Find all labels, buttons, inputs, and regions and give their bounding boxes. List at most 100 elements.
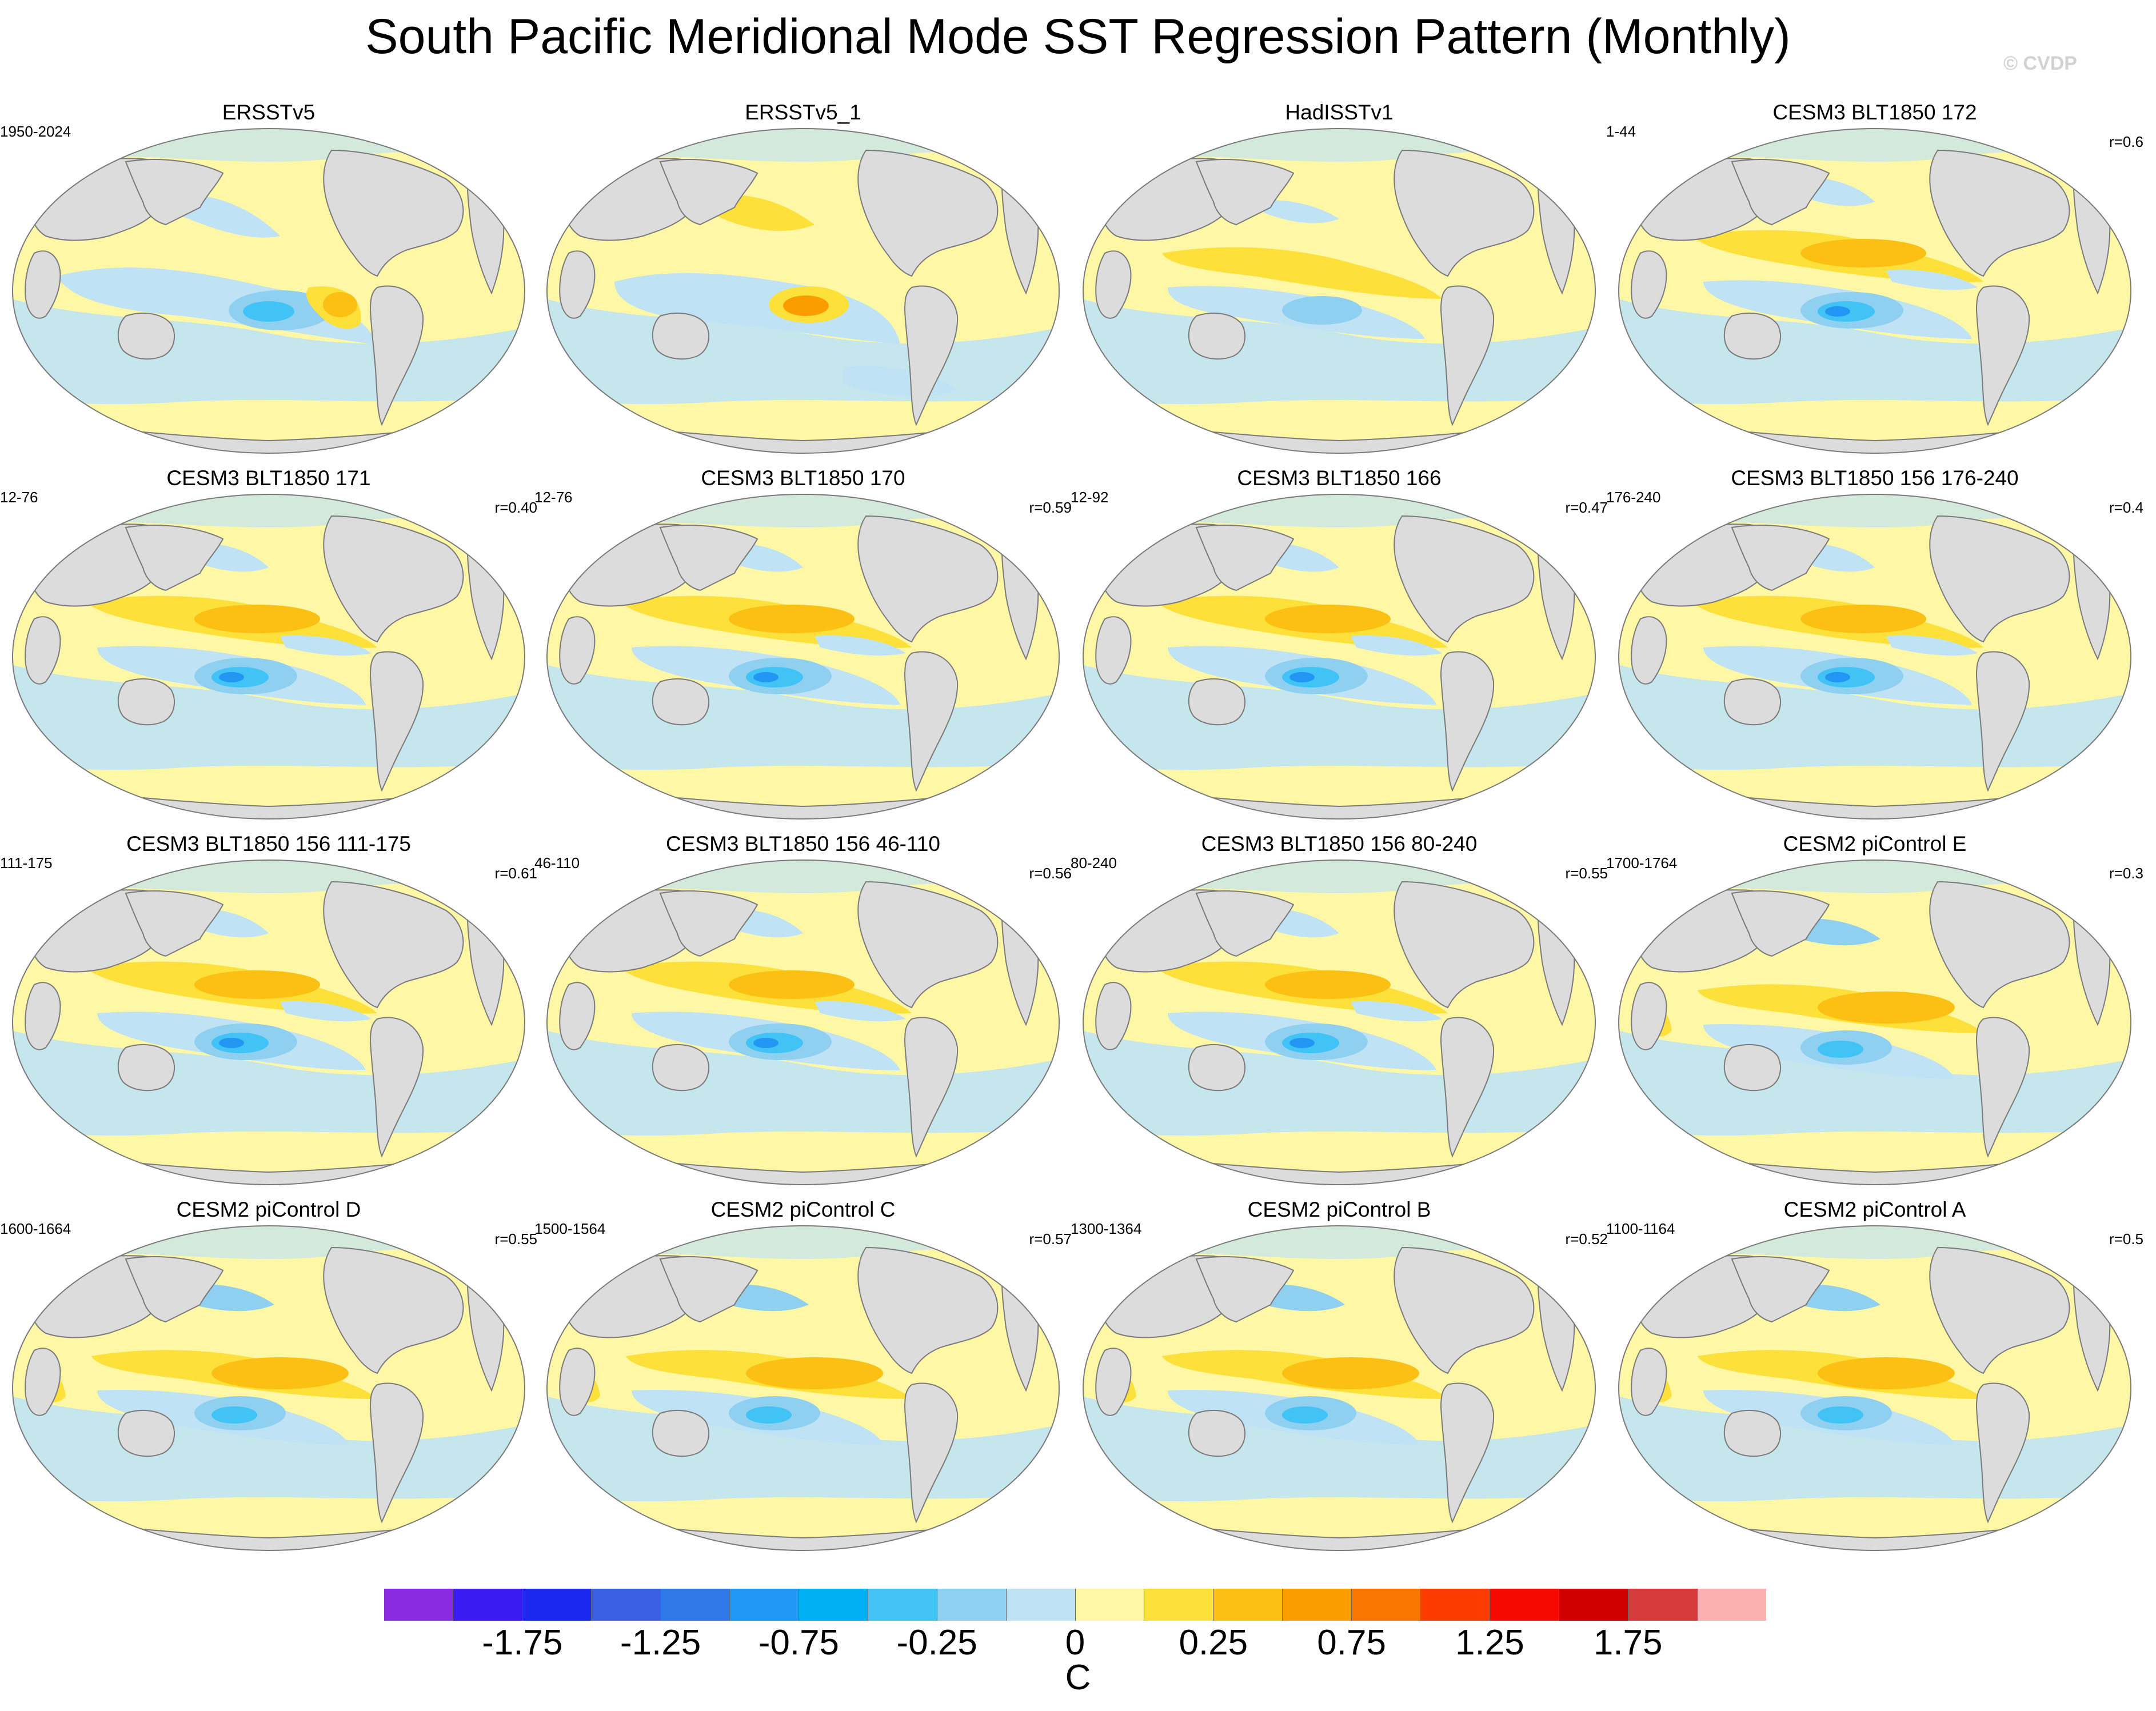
australia <box>1188 313 1245 360</box>
eurasia-east <box>659 1256 758 1323</box>
panel-period-label: 12-76 <box>0 489 38 506</box>
eurasia-east <box>1731 890 1830 957</box>
africa-west <box>25 250 61 319</box>
panel-title: CESM2 piControl A <box>1783 1198 1966 1221</box>
north-america <box>857 149 999 277</box>
colorbar-box <box>1213 1589 1283 1621</box>
eurasia-east <box>125 890 224 957</box>
north-america <box>1394 149 1535 277</box>
eurasia-east <box>125 525 224 591</box>
north-america <box>323 515 464 643</box>
south-america <box>904 651 959 792</box>
eurasia-east <box>659 525 758 591</box>
panel-correlation-label: r=0.3 <box>2109 865 2143 882</box>
africa-west <box>559 616 596 685</box>
colorbar-box <box>1144 1589 1214 1621</box>
south-america <box>1440 1017 1495 1158</box>
colorbar-box <box>937 1589 1007 1621</box>
panel-title: CESM3 BLT1850 171 <box>166 466 371 490</box>
north-america <box>1394 881 1535 1009</box>
panel-title: CESM3 BLT1850 156 80-240 <box>1201 832 1478 856</box>
eurasia-east <box>1195 1256 1295 1323</box>
panel-period-label: 1700-1764 <box>1606 854 1678 872</box>
sst-regression-map <box>12 860 525 1185</box>
map-panel: CESM2 piControl D 1600-1664 r=0.55 <box>0 1197 537 1563</box>
sst-regression-map <box>1083 494 1596 819</box>
panel-period-label: 111-175 <box>0 854 53 872</box>
panel-correlation-label: r=0.52 <box>1565 1230 1608 1248</box>
panel-correlation-label: r=0.61 <box>494 865 537 882</box>
north-america <box>857 1246 999 1374</box>
south-america <box>369 1017 424 1158</box>
map-panel: CESM3 BLT1850 156 46-110 46-110 r=0.56 <box>534 831 1072 1197</box>
south-america <box>1975 651 2030 792</box>
north-america <box>1929 1246 2070 1374</box>
australia <box>652 313 709 360</box>
panel-correlation-label: r=0.47 <box>1565 499 1608 516</box>
map-panel: CESM3 BLT1850 172 1-44 r=0.6 <box>1606 100 2143 466</box>
north-america <box>857 515 999 643</box>
colorbar-box <box>1559 1589 1629 1621</box>
south-america <box>369 651 424 792</box>
africa-west <box>1631 616 1667 685</box>
map-panel: CESM2 piControl B 1300-1364 r=0.52 <box>1071 1197 1608 1563</box>
north-america <box>323 1246 464 1374</box>
colorbar-box <box>868 1589 937 1621</box>
africa-west <box>25 1348 61 1416</box>
south-america <box>1440 651 1495 792</box>
colorbar-box <box>1006 1589 1076 1621</box>
panel-title: CESM3 BLT1850 156 111-175 <box>126 832 411 856</box>
panel-title: CESM2 piControl E <box>1783 832 1967 856</box>
south-america <box>369 285 424 426</box>
australia <box>652 678 709 726</box>
africa-west <box>1631 1348 1667 1416</box>
north-america <box>323 149 464 277</box>
south-america <box>1975 1017 2030 1158</box>
colorbar-tick-label: -1.75 <box>482 1623 563 1662</box>
panel-correlation-label: r=0.55 <box>494 1230 537 1248</box>
panel-period-label: 1950-2024 <box>0 123 71 140</box>
south-america <box>1440 1382 1495 1524</box>
north-america <box>1929 149 2070 277</box>
panel-title: CESM3 BLT1850 166 <box>1237 466 1442 490</box>
colorbar-tick-label: 1.25 <box>1455 1623 1524 1662</box>
panel-title: ERSSTv5_1 <box>745 101 861 124</box>
sst-regression-map <box>546 494 1060 819</box>
south-america <box>904 285 959 426</box>
map-panel: HadISSTv1 <box>1071 100 1608 466</box>
north-america <box>857 881 999 1009</box>
north-america <box>323 881 464 1009</box>
eurasia-east <box>1195 890 1295 957</box>
colorbar-box <box>1075 1589 1145 1621</box>
colorbar <box>384 1589 1767 1621</box>
sst-regression-map <box>1618 860 2131 1185</box>
north-america <box>1394 515 1535 643</box>
colorbar-tick-label: -1.25 <box>620 1623 701 1662</box>
sst-regression-map <box>1083 860 1596 1185</box>
australia <box>1188 1410 1245 1457</box>
colorbar-box <box>522 1589 592 1621</box>
australia <box>1723 1044 1781 1092</box>
australia <box>1723 1410 1781 1457</box>
map-panel: CESM3 BLT1850 170 12-76 r=0.59 <box>534 466 1072 831</box>
colorbar-tick-label: 0.75 <box>1317 1623 1386 1662</box>
panel-period-label: 1300-1364 <box>1071 1220 1142 1237</box>
colorbar-box <box>1490 1589 1560 1621</box>
panel-correlation-label: r=0.6 <box>2109 133 2143 150</box>
panel-correlation-label: r=0.5 <box>2109 1230 2143 1248</box>
panel-title: CESM2 piControl B <box>1247 1198 1431 1221</box>
eurasia-east <box>125 159 224 226</box>
colorbar-box <box>453 1589 522 1621</box>
africa-west <box>1095 982 1132 1050</box>
africa-west <box>1631 250 1667 319</box>
panel-period-label: 1500-1564 <box>534 1220 606 1237</box>
map-panel: CESM2 piControl C 1500-1564 r=0.57 <box>534 1197 1072 1563</box>
south-america <box>1440 285 1495 426</box>
map-panel: ERSSTv5 1950-2024 <box>0 100 537 466</box>
australia <box>652 1410 709 1457</box>
panel-period-label: 1-44 <box>1606 123 1636 140</box>
africa-west <box>559 1348 596 1416</box>
eurasia-east <box>1195 525 1295 591</box>
africa-west <box>25 982 61 1050</box>
africa-west <box>559 982 596 1050</box>
